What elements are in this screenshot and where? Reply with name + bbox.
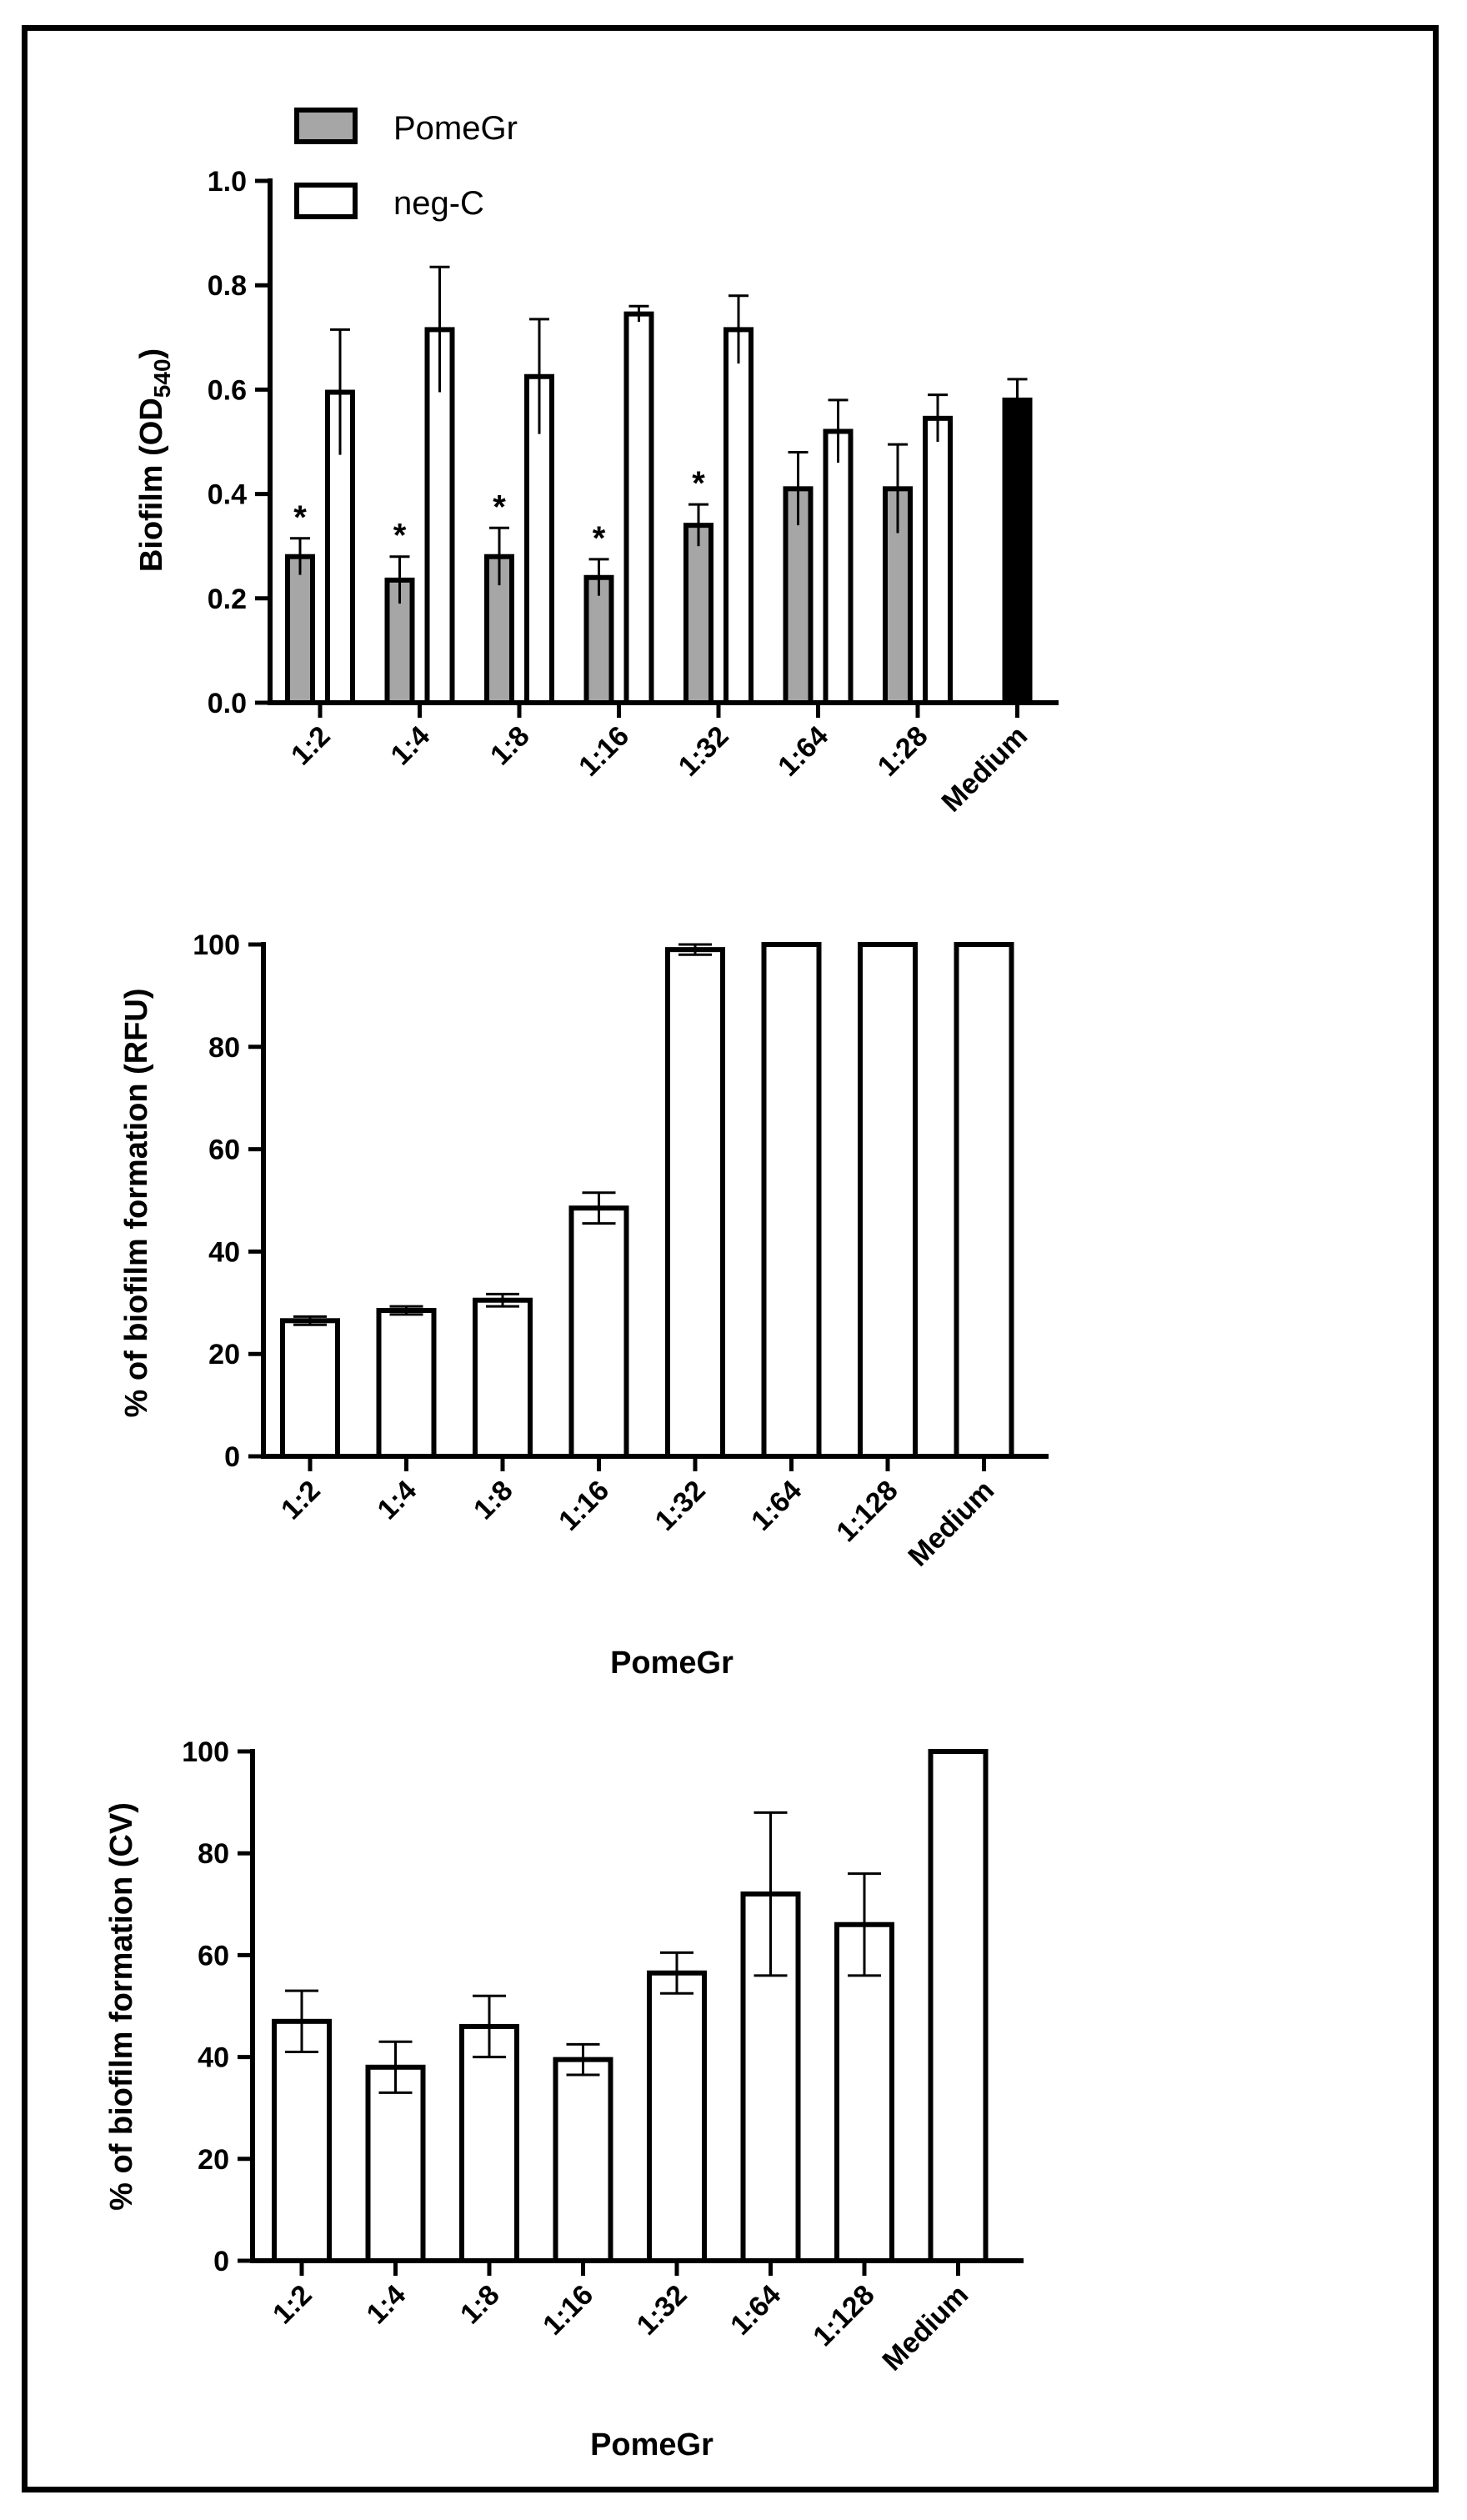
x-tick-label: 1:2 xyxy=(285,720,337,772)
legend-swatch-pomegr xyxy=(294,108,358,144)
bar xyxy=(858,942,918,1459)
y-tick-label: 0.6 xyxy=(208,374,247,406)
x-tick-label: 1:128 xyxy=(807,2279,880,2352)
y-axis-label: Biofilm (OD540) xyxy=(134,348,175,572)
figure-frame xyxy=(22,25,1439,2492)
x-tick-label: 1:16 xyxy=(537,2279,599,2342)
bar xyxy=(459,2023,519,2263)
x-tick-label: 1:8 xyxy=(468,1475,519,1526)
bar xyxy=(823,428,854,705)
y-tick-label: 40 xyxy=(198,2042,229,2074)
x-tick-label: 1:4 xyxy=(372,1475,423,1526)
y-tick-label: 60 xyxy=(198,1940,229,1971)
y-tick-label: 20 xyxy=(208,1339,240,1370)
legend-swatch-negc xyxy=(294,183,358,219)
bar xyxy=(683,523,713,705)
y-axis-label-subscript: 540 xyxy=(149,358,175,398)
x-tick-label: Medium xyxy=(876,2279,974,2377)
x-tick-label: 1:28 xyxy=(872,720,934,783)
bar xyxy=(761,942,822,1459)
y-tick-label: 0.0 xyxy=(208,688,247,719)
x-tick-label: 1:64 xyxy=(772,720,834,783)
bar xyxy=(923,415,953,705)
x-tick-label: 1:2 xyxy=(275,1475,327,1526)
y-tick-label: 0 xyxy=(224,1441,240,1473)
x-tick-label: 1:32 xyxy=(649,1475,712,1537)
significance-marker: * xyxy=(393,518,407,554)
x-tick-label: 1:64 xyxy=(724,2279,787,2342)
y-tick-label: 0.2 xyxy=(208,584,247,615)
chart-biofilm-cv: % of biofilm formation (CV) PomeGr 0 20 40… xyxy=(104,1736,1024,2462)
x-tick-label: 1:4 xyxy=(385,720,437,772)
x-tick-label: 1:128 xyxy=(830,1475,904,1548)
y-axis-label: % of biofilm formation (CV) xyxy=(104,1802,139,2211)
chart-biofilm-rfu: % of biofilm formation (RFU) PomeGr 0 20 4… xyxy=(119,929,1049,1681)
y-tick-label: 1.0 xyxy=(208,166,247,198)
x-axis-label: PomeGr xyxy=(610,1646,734,1681)
y-tick-label: 80 xyxy=(198,1838,229,1870)
y-axis-label: % of biofilm formation (RFU) xyxy=(119,988,154,1417)
significance-marker: * xyxy=(493,488,506,525)
bar xyxy=(1002,397,1033,705)
x-tick-label: 1:4 xyxy=(361,2279,413,2331)
bar xyxy=(665,947,725,1459)
y-axis-label-close: ) xyxy=(134,348,169,359)
bar xyxy=(376,1308,437,1460)
legend-label-pomegr: PomeGr xyxy=(393,110,518,147)
significance-marker: * xyxy=(692,465,705,502)
bar xyxy=(623,311,654,705)
bar xyxy=(524,373,554,705)
y-tick-label: 100 xyxy=(193,929,240,961)
chart-biofilm-od540: PomeGr neg-C Biofilm (OD540) 0.0 0.2 0.4 0.… xyxy=(134,108,1059,819)
x-tick-label: 1:32 xyxy=(631,2279,693,2342)
x-tick-label: 1:64 xyxy=(745,1475,808,1537)
bar xyxy=(553,2057,613,2264)
bar xyxy=(723,327,754,705)
bar xyxy=(583,574,614,706)
x-tick-label: Medium xyxy=(935,720,1034,819)
x-tick-label: 1:8 xyxy=(484,720,536,772)
y-tick-label: 80 xyxy=(208,1032,240,1064)
y-tick-label: 40 xyxy=(208,1236,240,1268)
y-tick-label: 100 xyxy=(182,1736,229,1768)
bar xyxy=(928,1749,989,2263)
x-tick-label: 1:32 xyxy=(673,720,735,783)
bar xyxy=(647,1970,707,2263)
x-tick-label: Medium xyxy=(902,1475,1000,1573)
x-axis-label: PomeGr xyxy=(590,2427,713,2462)
y-tick-label: 0.8 xyxy=(208,270,247,302)
legend-label-negc: neg-C xyxy=(393,185,484,222)
bar xyxy=(568,1205,629,1459)
x-tick-label: 1:16 xyxy=(553,1475,615,1537)
bar xyxy=(473,1297,533,1459)
x-tick-label: 1:2 xyxy=(267,2279,318,2331)
bar xyxy=(280,1318,340,1460)
significance-marker: * xyxy=(593,520,606,557)
y-tick-label: 0 xyxy=(213,2246,229,2277)
bar xyxy=(954,942,1014,1459)
y-tick-label: 60 xyxy=(208,1135,240,1166)
bar xyxy=(272,2018,332,2264)
bar xyxy=(285,554,315,705)
y-tick-label: 0.4 xyxy=(208,479,247,511)
significance-marker: * xyxy=(293,499,307,536)
y-tick-label: 20 xyxy=(198,2144,229,2176)
x-tick-label: 1:16 xyxy=(573,720,635,783)
bar xyxy=(365,2064,426,2264)
bar xyxy=(834,1921,894,2263)
legend: PomeGr neg-C xyxy=(294,108,518,222)
x-tick-label: 1:8 xyxy=(454,2279,506,2331)
